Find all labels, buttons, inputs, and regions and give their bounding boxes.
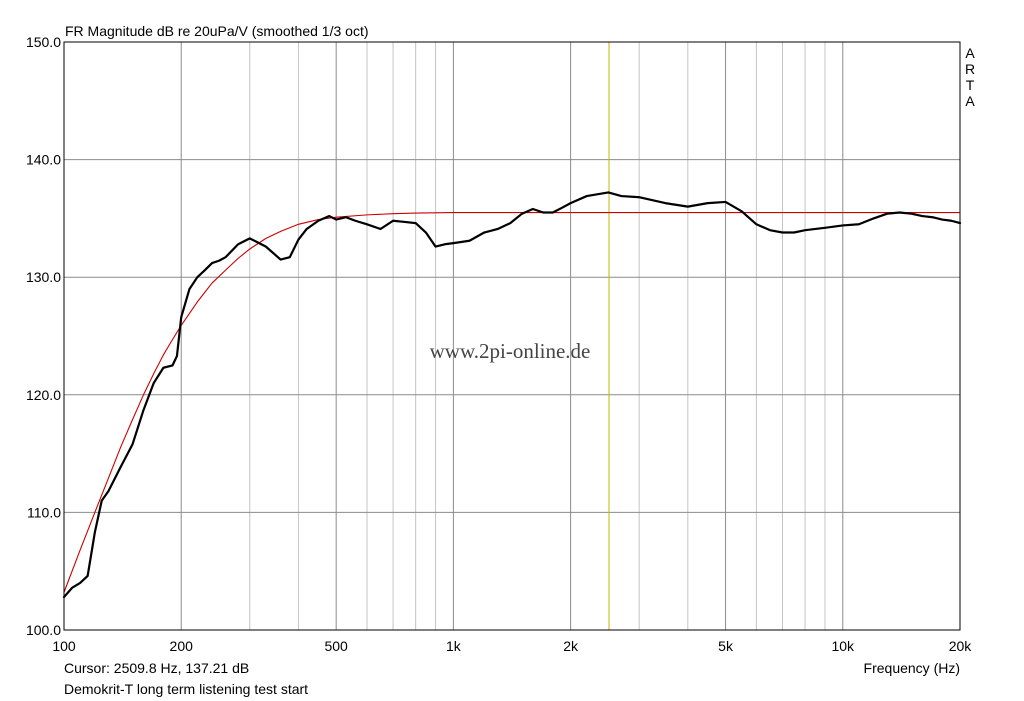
y-tick-label: 140.0	[26, 152, 61, 168]
cursor-readout: Cursor: 2509.8 Hz, 137.21 dB	[64, 660, 249, 676]
major-gridlines	[64, 42, 960, 630]
y-tick-labels: 100.0 110.0 120.0 130.0 140.0 150.0	[26, 34, 61, 638]
minor-gridlines	[249, 42, 826, 630]
x-tick-label: 10k	[831, 638, 855, 654]
x-tick-label: 500	[324, 638, 348, 654]
y-tick-label: 100.0	[26, 622, 61, 638]
x-tick-label: 5k	[718, 638, 734, 654]
y-tick-label: 110.0	[27, 504, 61, 520]
vendor-letter-2: R	[965, 61, 975, 77]
vendor-letter-4: A	[965, 93, 975, 109]
x-tick-labels: 100 200 500 1k 2k 5k 10k 20k	[52, 638, 972, 654]
measured-response-line	[62, 191, 962, 599]
x-axis-label: Frequency (Hz)	[864, 660, 960, 676]
x-tick-label: 2k	[563, 638, 579, 654]
x-tick-label: 200	[170, 638, 194, 654]
y-tick-label: 130.0	[26, 269, 61, 285]
chart-title: FR Magnitude dB re 20uPa/V (smoothed 1/3…	[65, 23, 369, 39]
vendor-letter-3: T	[966, 77, 975, 93]
footnote: Demokrit-T long term listening test star…	[64, 681, 308, 697]
y-tick-label: 150.0	[26, 34, 61, 50]
vendor-letter-1: A	[965, 45, 975, 61]
vendor-label: A R T A	[965, 45, 975, 109]
y-tick-label: 120.0	[26, 387, 61, 403]
plot-frame	[63, 41, 961, 631]
x-tick-label: 100	[52, 638, 76, 654]
x-tick-label: 1k	[446, 638, 462, 654]
series-layer	[62, 191, 962, 599]
watermark: www.2pi-online.de	[430, 339, 591, 363]
x-tick-label: 20k	[949, 638, 973, 654]
